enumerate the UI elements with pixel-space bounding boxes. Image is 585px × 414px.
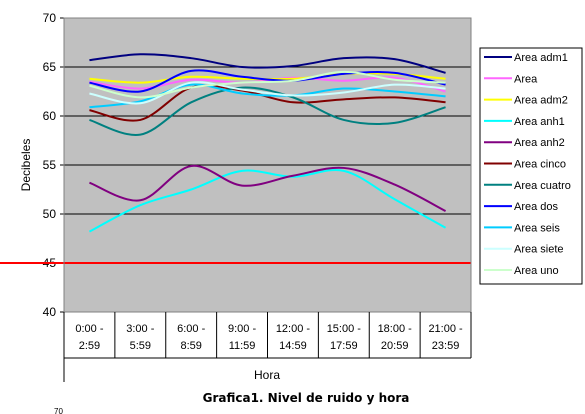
x-tick-label: 23:59 <box>432 340 460 352</box>
y-tick-label: 55 <box>43 158 57 172</box>
x-tick-label: 6:00 - <box>177 323 205 335</box>
x-tick-label: 9:00 - <box>228 323 256 335</box>
x-tick-label: 3:00 - <box>126 323 154 335</box>
x-tick-label: 20:59 <box>381 340 409 352</box>
legend-entry: Area anh1 <box>514 116 565 128</box>
series-line-area-cuatro <box>89 86 446 136</box>
chart-caption: Grafica1. Nivel de ruido y hora <box>203 391 410 405</box>
series-line-area-seis <box>89 83 446 109</box>
series-line-area-siete <box>89 81 446 105</box>
x-tick-label: 8:59 <box>180 340 201 352</box>
y-tick-label: 40 <box>43 305 57 319</box>
x-tick-label: 14:59 <box>279 340 307 352</box>
y-axis-title: Decibeles <box>19 139 33 192</box>
legend-entry: Area adm2 <box>514 95 568 107</box>
legend-entry: Area adm1 <box>514 52 568 64</box>
series-lines <box>88 53 447 233</box>
series-line-area-dos <box>89 69 446 93</box>
legend-entry: Area uno <box>514 265 559 277</box>
legend-entry: Area seis <box>514 222 560 234</box>
y-tick-label: 65 <box>43 60 57 74</box>
x-tick-label: 12:00 - <box>276 323 311 335</box>
stray-label: 70 <box>54 407 63 414</box>
x-tick-label: 21:00 - <box>428 323 463 335</box>
x-axis-category-table <box>63 312 472 382</box>
series-line-area-uno <box>89 70 446 99</box>
y-tick-label: 60 <box>43 109 57 123</box>
y-tick-label: 50 <box>43 207 57 221</box>
y-tick-label: 70 <box>43 11 57 25</box>
x-axis-ticks: 0:00 - 2:59 3:00 - 5:59 6:00 - 8:59 9:00 - 11:5… <box>75 323 463 352</box>
legend-box <box>479 47 583 285</box>
x-tick-label: 2:59 <box>79 340 100 352</box>
series-line-area-anh1 <box>88 169 447 233</box>
legend-entry: Area siete <box>514 244 564 256</box>
series-line-area-anh2 <box>89 164 447 212</box>
legend-entry: Area <box>514 73 538 85</box>
x-tick-label: 5:59 <box>130 340 151 352</box>
x-tick-label: 11:59 <box>229 340 256 352</box>
x-axis-title: Hora <box>254 368 280 382</box>
series-line-area-adm1 <box>89 53 446 74</box>
x-tick-label: 17:59 <box>330 340 358 352</box>
legend-entry: Area cuatro <box>514 180 571 192</box>
x-tick-label: 0:00 - <box>75 323 103 335</box>
x-tick-label: 15:00 - <box>327 323 362 335</box>
legend-entry: Area dos <box>514 201 559 213</box>
x-tick-label: 18:00 - <box>378 323 413 335</box>
legend-entry: Area cinco <box>514 159 566 171</box>
legend: Area adm1 Area Area adm2 Area anh1 Area anh2… <box>484 52 571 277</box>
legend-entry: Area anh2 <box>514 137 565 149</box>
